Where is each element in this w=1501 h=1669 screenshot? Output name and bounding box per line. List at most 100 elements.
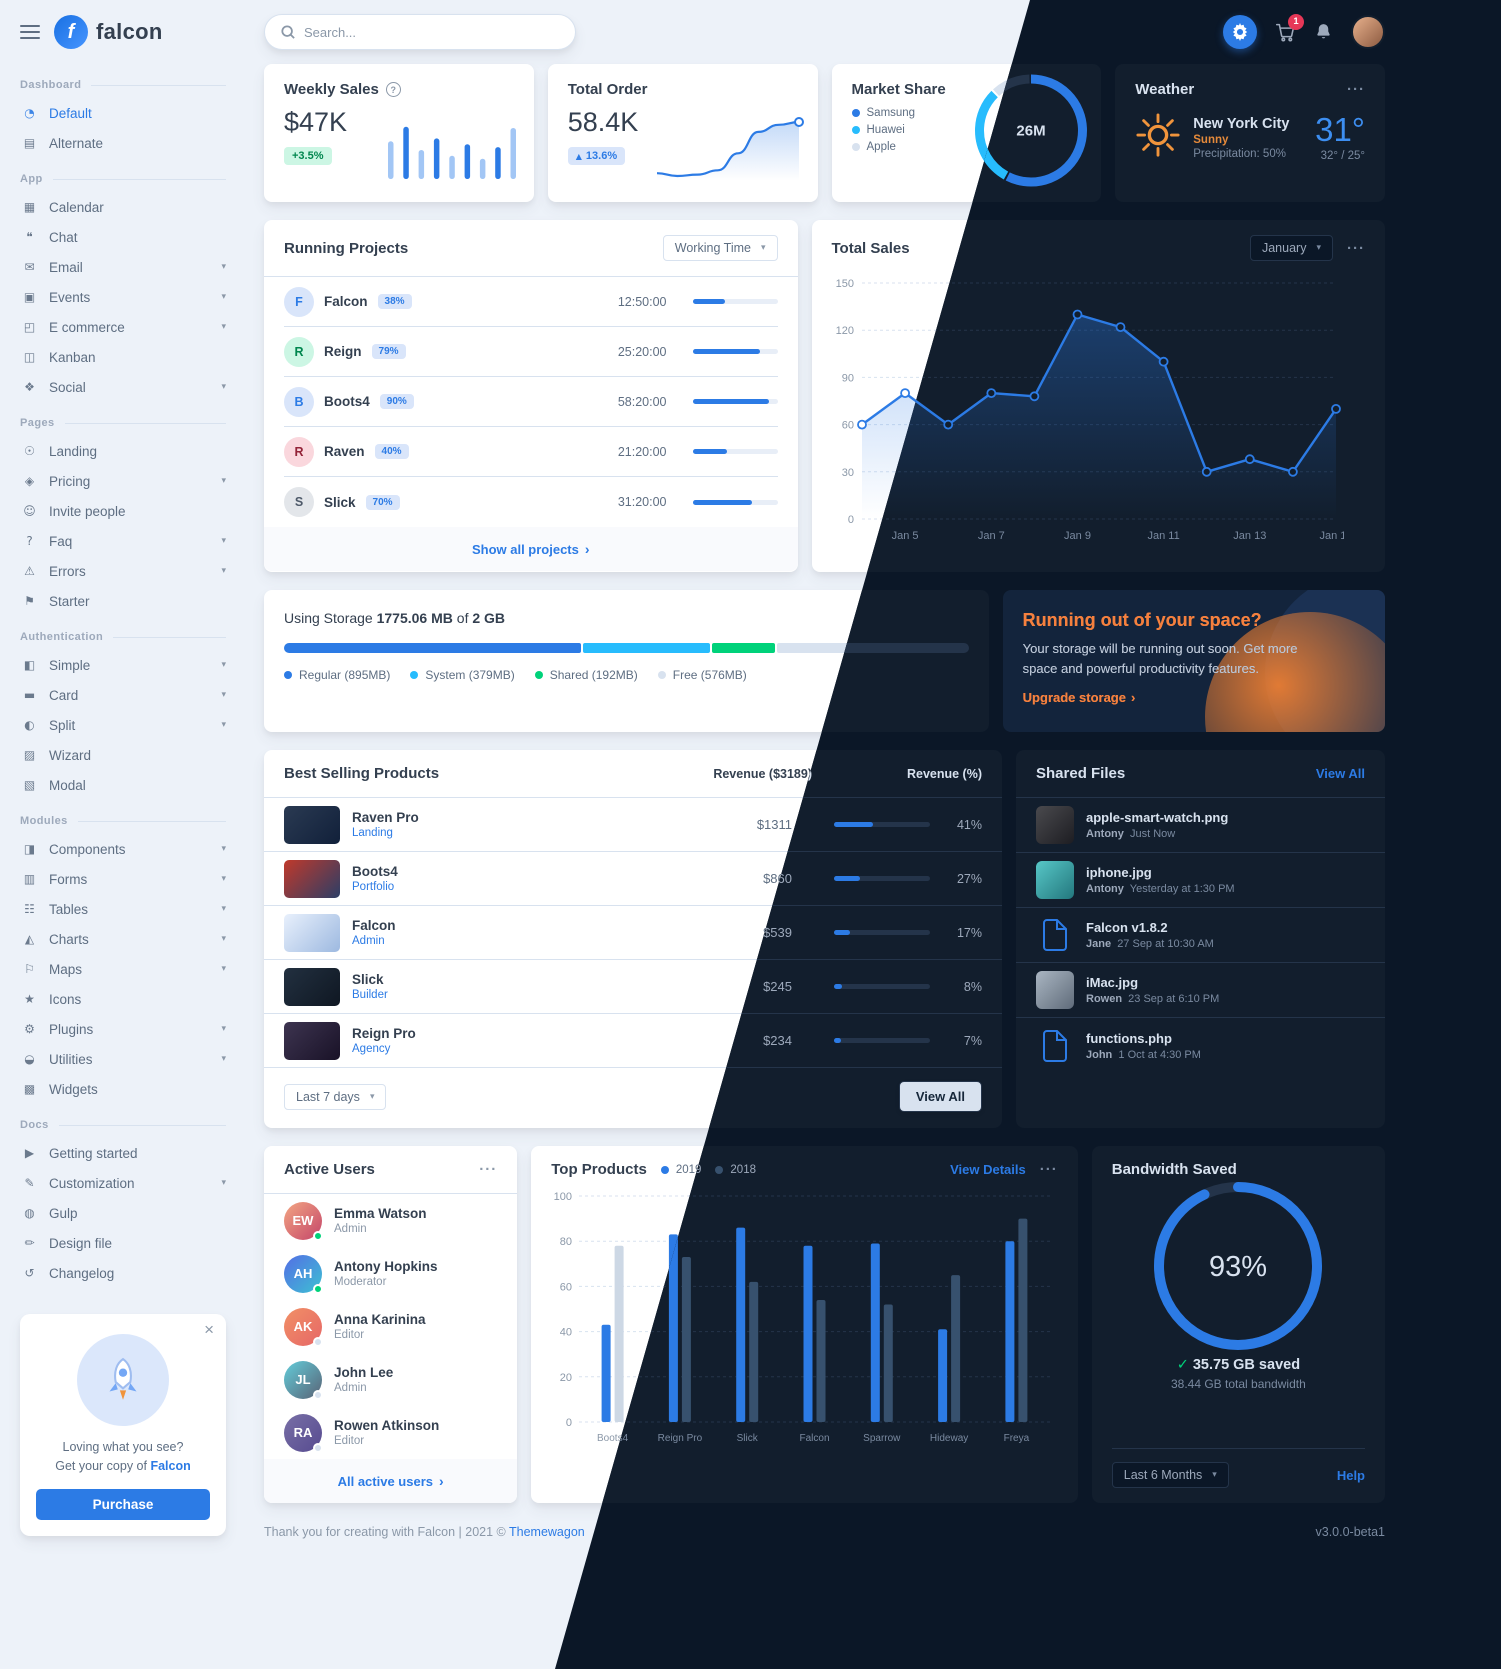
- ellipsis-menu-icon[interactable]: ···: [1039, 1161, 1058, 1178]
- close-icon[interactable]: ×: [204, 1320, 214, 1339]
- sidebar-item-customization[interactable]: ✎ Customization ▾: [20, 1168, 226, 1198]
- file-name[interactable]: iphone.jpg: [1086, 865, 1152, 880]
- sidebar-item-default[interactable]: ◔ Default: [20, 98, 226, 128]
- sidebar-item-chat[interactable]: ❝ Chat: [20, 222, 226, 252]
- product-category-link[interactable]: Agency: [352, 1043, 391, 1055]
- project-name[interactable]: Slick: [324, 494, 356, 510]
- sidebar-item-starter[interactable]: ⚑ Starter: [20, 586, 226, 616]
- hamburger-menu-icon[interactable]: [20, 21, 40, 43]
- sidebar-item-plugins[interactable]: ⚙ Plugins ▾: [20, 1014, 226, 1044]
- show-all-projects-link[interactable]: Show all projects›: [264, 527, 798, 571]
- project-progress-bar: [692, 499, 778, 505]
- sidebar-item-errors[interactable]: ⚠ Errors ▾: [20, 556, 226, 586]
- sidebar-item-email[interactable]: ✉ Email ▾: [20, 252, 226, 282]
- product-category-link[interactable]: Landing: [352, 827, 393, 839]
- product-name[interactable]: Raven Pro: [352, 810, 419, 825]
- user-avatar[interactable]: RA: [284, 1413, 323, 1453]
- sidebar-item-pricing[interactable]: ◈ Pricing ▾: [20, 466, 226, 496]
- sidebar-item-icons[interactable]: ★ Icons: [20, 984, 226, 1014]
- user-avatar[interactable]: AK: [284, 1307, 323, 1347]
- product-name[interactable]: Boots4: [352, 864, 398, 879]
- sidebar-item-kanban[interactable]: ◫ Kanban: [20, 342, 226, 372]
- user-avatar[interactable]: EW: [284, 1201, 323, 1241]
- last-7-days-select[interactable]: Last 7 days▾: [284, 1083, 387, 1110]
- view-all-button[interactable]: View All: [898, 1081, 982, 1112]
- user-avatar[interactable]: AH: [284, 1254, 323, 1294]
- ellipsis-menu-icon[interactable]: ···: [1347, 239, 1365, 257]
- user-name[interactable]: John Lee: [334, 1365, 394, 1380]
- user-name[interactable]: Antony Hopkins: [334, 1259, 438, 1274]
- file-name[interactable]: functions.php: [1086, 1030, 1172, 1046]
- project-name[interactable]: Reign: [324, 344, 362, 359]
- search-input[interactable]: [304, 24, 559, 40]
- sidebar-item-card[interactable]: ▬ Card ▾: [20, 680, 226, 710]
- info-icon[interactable]: ?: [385, 82, 401, 97]
- settings-gear-button[interactable]: [1223, 15, 1257, 49]
- user-avatar[interactable]: JL: [284, 1360, 323, 1400]
- sidebar-item-e-commerce[interactable]: ◰ E commerce ▾: [20, 312, 226, 342]
- help-link[interactable]: Help: [1336, 1467, 1365, 1483]
- falcon-link[interactable]: Falcon: [150, 1459, 191, 1474]
- project-name[interactable]: Boots4: [324, 394, 370, 409]
- product-category-link[interactable]: Builder: [352, 989, 388, 1001]
- sidebar-item-events[interactable]: ▣ Events ▾: [20, 282, 226, 312]
- product-name[interactable]: Falcon: [352, 918, 396, 933]
- cart-button[interactable]: 1: [1275, 13, 1304, 43]
- notifications-bell-button[interactable]: [1314, 22, 1333, 42]
- cart-icon: [1275, 23, 1295, 42]
- user-name[interactable]: Anna Karinina: [334, 1312, 426, 1327]
- sidebar-item-alternate[interactable]: ▤ Alternate: [20, 128, 226, 158]
- working-time-select[interactable]: Working Time▾: [662, 235, 778, 261]
- upgrade-storage-link[interactable]: Upgrade storage ›: [1022, 690, 1136, 706]
- product-category-link[interactable]: Admin: [352, 935, 385, 947]
- file-name[interactable]: Falcon v1.8.2: [1086, 920, 1168, 935]
- sidebar-item-design-file[interactable]: ✏ Design file: [20, 1228, 226, 1258]
- sidebar-item-widgets[interactable]: ▩ Widgets: [20, 1074, 226, 1104]
- user-name[interactable]: Rowen Atkinson: [334, 1418, 440, 1433]
- ellipsis-menu-icon[interactable]: ···: [1347, 81, 1365, 98]
- ellipsis-menu-icon[interactable]: ···: [479, 1161, 498, 1178]
- weather-precipitation: Precipitation: 50%: [1193, 147, 1286, 160]
- product-name[interactable]: Reign Pro: [352, 1026, 416, 1041]
- user-name[interactable]: Emma Watson: [334, 1206, 427, 1221]
- sidebar-item-forms[interactable]: ▥ Forms ▾: [20, 864, 226, 894]
- sidebar-item-charts[interactable]: ◭ Charts ▾: [20, 924, 226, 954]
- legend-item-2018[interactable]: 2018: [715, 1164, 756, 1176]
- sidebar-item-changelog[interactable]: ↺ Changelog: [20, 1258, 226, 1288]
- sidebar-item-components[interactable]: ◨ Components ▾: [20, 834, 226, 864]
- sidebar-item-faq[interactable]: ? Faq ▾: [20, 526, 226, 556]
- all-active-users-link[interactable]: All active users›: [264, 1459, 518, 1503]
- project-name[interactable]: Falcon: [324, 294, 368, 309]
- sidebar-item-tables[interactable]: ☷ Tables ▾: [20, 894, 226, 924]
- file-name[interactable]: iMac.jpg: [1086, 975, 1139, 990]
- month-select[interactable]: January▾: [1249, 235, 1333, 261]
- falcon-logo[interactable]: f falcon: [54, 15, 163, 49]
- sidebar-item-modal[interactable]: ▧ Modal: [20, 770, 226, 800]
- sidebar-item-invite-people[interactable]: ☺ Invite people: [20, 496, 226, 526]
- last-6-months-select[interactable]: Last 6 Months▾: [1111, 1462, 1229, 1488]
- sidebar-item-social[interactable]: ❖ Social ▾: [20, 372, 226, 402]
- view-details-link[interactable]: View Details: [950, 1162, 1026, 1177]
- upgrade-storage-link[interactable]: Upgrade storage ›: [1022, 690, 1136, 706]
- legend-item-2019[interactable]: 2019: [660, 1164, 701, 1176]
- sidebar-item-landing[interactable]: ☉ Landing: [20, 436, 226, 466]
- user-avatar[interactable]: [1351, 15, 1385, 49]
- themewagon-link[interactable]: Themewagon: [509, 1525, 585, 1539]
- shared-files-view-all-link[interactable]: View All: [1315, 766, 1365, 781]
- nav-section-label-authentication: Authentication: [20, 631, 226, 643]
- sidebar-item-simple[interactable]: ◧ Simple ▾: [20, 650, 226, 680]
- sidebar-item-getting-started[interactable]: ▶ Getting started: [20, 1138, 226, 1168]
- sidebar-item-gulp[interactable]: ◍ Gulp: [20, 1198, 226, 1228]
- project-name[interactable]: Raven: [324, 444, 365, 459]
- product-name[interactable]: Slick: [352, 972, 384, 987]
- project-time: 58:20:00: [617, 394, 667, 409]
- sidebar-item-wizard[interactable]: ▨ Wizard: [20, 740, 226, 770]
- sidebar-item-maps[interactable]: ⚐ Maps ▾: [20, 954, 226, 984]
- sidebar-item-utilities[interactable]: ◒ Utilities ▾: [20, 1044, 226, 1074]
- purchase-button[interactable]: Purchase: [36, 1488, 210, 1520]
- sidebar-item-split[interactable]: ◐ Split ▾: [20, 710, 226, 740]
- sidebar-item-calendar[interactable]: ▦ Calendar: [20, 192, 226, 222]
- search-box[interactable]: [264, 14, 576, 50]
- product-category-link[interactable]: Portfolio: [352, 881, 395, 893]
- file-name[interactable]: apple-smart-watch.png: [1086, 810, 1229, 825]
